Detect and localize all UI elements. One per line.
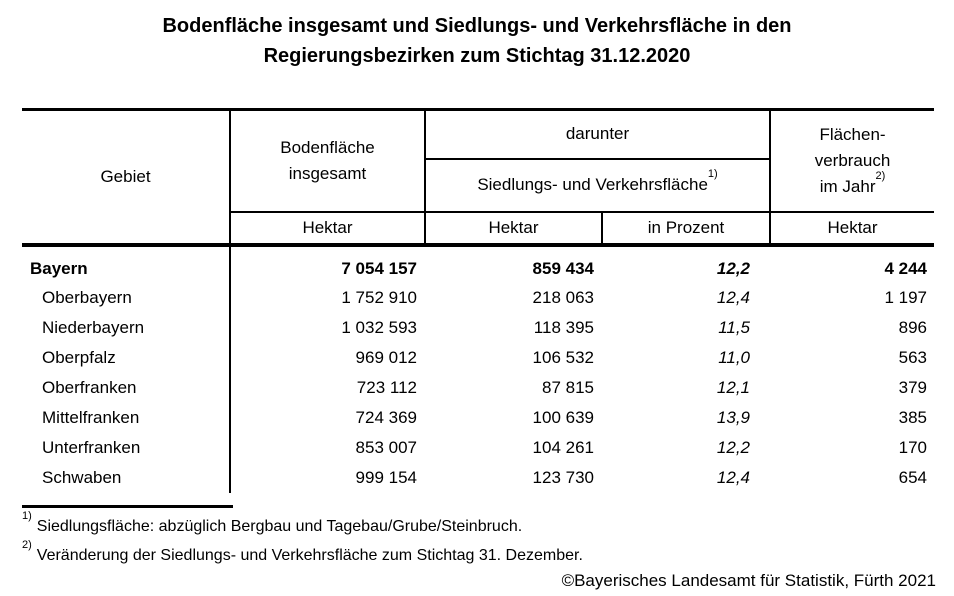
- cell-svf-prozent: 13,9: [716, 407, 751, 427]
- header-bodenflaeche-line-2: insgesamt: [288, 163, 367, 183]
- table-body: Bayern 7 054 157 859 434 12,2 4 244 Ober…: [22, 244, 934, 493]
- cell-bodenflaeche: 7 054 157: [341, 258, 417, 278]
- cell-flaechenverbrauch: 1 197: [884, 287, 928, 307]
- cell-gebiet: Bayern: [22, 244, 231, 283]
- table-row-mittelfranken: Mittelfranken 724 369 100 639 13,9 385: [22, 402, 934, 433]
- footnotes: 1) Siedlungsfläche: abzüglich Bergbau und…: [22, 510, 954, 570]
- cell-gebiet: Schwaben: [22, 462, 231, 493]
- page-title-line-1: Bodenfläche insgesamt und Siedlungs- und…: [162, 15, 792, 37]
- cell-svf-prozent: 12,4: [716, 467, 751, 487]
- header-flaechenverbrauch: Flächen- verbrauch im Jahr2): [770, 108, 935, 213]
- table-row-oberfranken: Oberfranken 723 112 87 815 12,1 379: [22, 372, 934, 403]
- table-header: Gebiet Bodenfläche insgesamt darunter Fl…: [22, 108, 935, 247]
- cell-svf-hektar: 106 532: [532, 347, 594, 367]
- table-row-unterfranken: Unterfranken 853 007 104 261 12,2 170: [22, 432, 934, 463]
- footnote-2-reference: 2): [875, 170, 886, 183]
- cell-flaechenverbrauch: 4 244: [884, 258, 928, 278]
- cell-bodenflaeche: 1 752 910: [341, 287, 417, 307]
- cell-gebiet: Oberpfalz: [22, 342, 231, 373]
- header-gebiet: Gebiet: [22, 108, 231, 247]
- cell-bodenflaeche: 853 007: [355, 437, 417, 457]
- cell-bodenflaeche: 1 032 593: [341, 317, 417, 337]
- footnote-2-marker: 2): [22, 539, 32, 552]
- cell-svf-hektar: 87 815: [542, 377, 594, 397]
- table-row-oberpfalz: Oberpfalz 969 012 106 532 11,0 563: [22, 342, 934, 373]
- cell-bodenflaeche: 724 369: [355, 407, 417, 427]
- header-flaechenverbrauch-line-2: verbrauch: [814, 150, 891, 170]
- cell-svf-hektar: 123 730: [532, 467, 594, 487]
- cell-svf-prozent: 12,1: [716, 377, 751, 397]
- header-flaechenverbrauch-line-3: im Jahr2): [819, 170, 886, 196]
- footnote-separator-rule: [22, 504, 233, 508]
- header-siedlungs-verkehrsflaeche: Siedlungs- und Verkehrsfläche1): [425, 158, 772, 213]
- header-flaechenverbrauch-line-1: Flächen-: [819, 124, 886, 144]
- cell-svf-hektar: 104 261: [532, 437, 594, 457]
- table-row-niederbayern: Niederbayern 1 032 593 118 395 11,5 896: [22, 312, 934, 343]
- header-darunter: darunter: [425, 108, 772, 160]
- cell-svf-hektar: 100 639: [532, 407, 594, 427]
- cell-gebiet: Unterfranken: [22, 432, 231, 463]
- page-title-line-2: Regierungsbezirken zum Stichtag 31.12.20…: [263, 45, 691, 67]
- cell-flaechenverbrauch: 379: [898, 377, 928, 397]
- cell-svf-prozent: 12,2: [716, 258, 751, 278]
- unit-flaechenverbrauch: Hektar: [770, 211, 935, 247]
- cell-bodenflaeche: 723 112: [356, 377, 417, 397]
- cell-gebiet: Niederbayern: [22, 312, 231, 343]
- cell-svf-hektar: 218 063: [532, 287, 594, 307]
- cell-flaechenverbrauch: 896: [898, 317, 928, 337]
- statistics-table: Gebiet Bodenfläche insgesamt darunter Fl…: [22, 108, 935, 493]
- header-bodenflaeche-insgesamt: Bodenfläche insgesamt: [230, 108, 426, 213]
- cell-flaechenverbrauch: 563: [898, 347, 928, 367]
- table-row-schwaben: Schwaben 999 154 123 730 12,4 654: [22, 462, 934, 493]
- footnote-1-text: Siedlungsfläche: abzüglich Bergbau und T…: [36, 517, 523, 535]
- footnote-2-text: Veränderung der Siedlungs- und Verkehrsf…: [36, 546, 583, 564]
- footnote-1-reference: 1): [707, 168, 718, 181]
- table-row-bayern: Bayern 7 054 157 859 434 12,2 4 244: [22, 244, 934, 283]
- cell-svf-prozent: 11,5: [718, 317, 751, 337]
- cell-flaechenverbrauch: 170: [898, 437, 928, 457]
- table-row-oberbayern: Oberbayern 1 752 910 218 063 12,4 1 197: [22, 282, 934, 313]
- cell-svf-prozent: 12,4: [716, 287, 751, 307]
- footnote-2: 2) Veränderung der Siedlungs- und Verkehr…: [22, 539, 954, 570]
- cell-svf-hektar: 118 395: [533, 317, 594, 337]
- cell-bodenflaeche: 999 154: [355, 467, 417, 487]
- cell-flaechenverbrauch: 654: [898, 467, 928, 487]
- unit-svf-hektar: Hektar: [425, 211, 603, 247]
- cell-bodenflaeche: 969 012: [355, 347, 417, 367]
- cell-svf-prozent: 11,0: [718, 347, 751, 367]
- page-title: Bodenfläche insgesamt und Siedlungs- und…: [0, 0, 954, 71]
- units-row: Hektar Hektar in Prozent Hektar: [22, 211, 935, 247]
- cell-svf-prozent: 12,2: [716, 437, 751, 457]
- cell-svf-hektar: 859 434: [532, 258, 594, 278]
- copyright-notice: ©Bayerisches Landesamt für Statistik, Fü…: [561, 570, 936, 590]
- cell-flaechenverbrauch: 385: [898, 407, 928, 427]
- header-bodenflaeche-line-1: Bodenfläche: [280, 137, 375, 157]
- unit-bodenflaeche: Hektar: [230, 211, 426, 247]
- footnote-1-marker: 1): [22, 510, 32, 523]
- unit-svf-prozent: in Prozent: [602, 211, 772, 247]
- cell-gebiet: Oberfranken: [22, 372, 231, 403]
- cell-gebiet: Mittelfranken: [22, 402, 231, 433]
- cell-gebiet: Oberbayern: [22, 282, 231, 313]
- footnote-1: 1) Siedlungsfläche: abzüglich Bergbau und…: [22, 510, 954, 541]
